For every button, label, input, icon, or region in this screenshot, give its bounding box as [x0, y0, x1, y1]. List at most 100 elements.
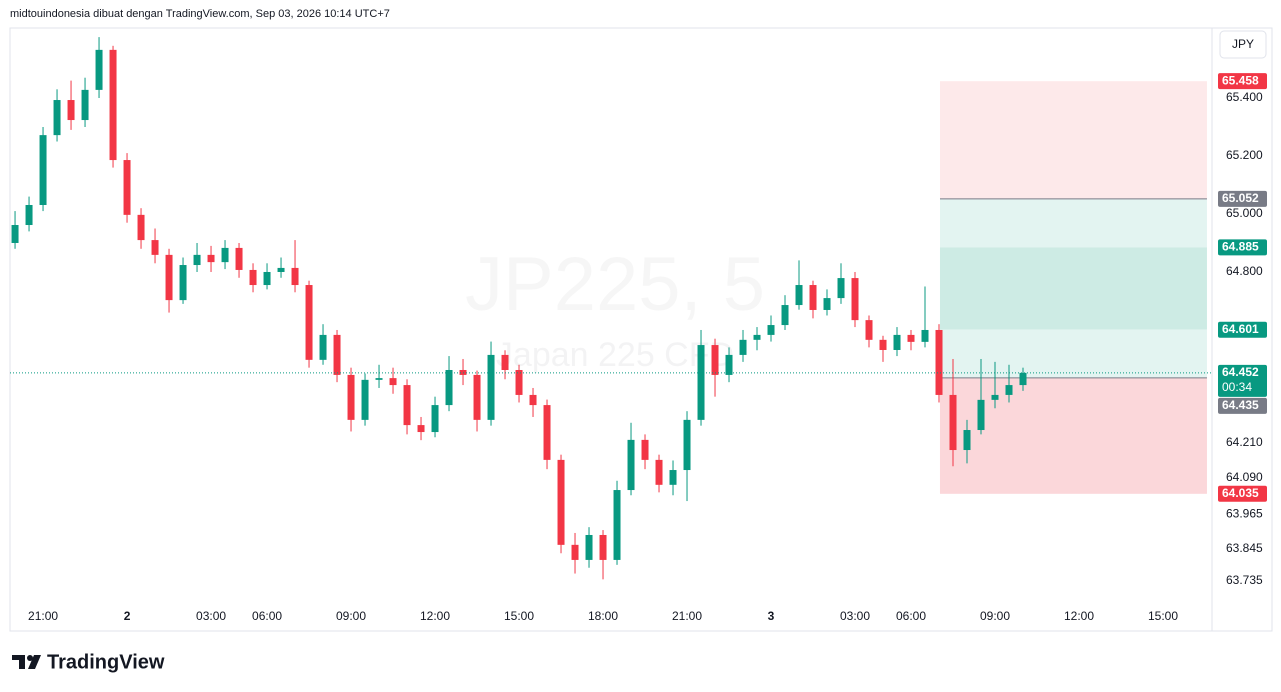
candle-body — [305, 285, 313, 360]
price-label-box — [1218, 485, 1267, 502]
candle-body — [501, 354, 509, 370]
y-tick-label: 65.400 — [1226, 90, 1263, 104]
logo-text[interactable]: TradingView — [47, 651, 165, 673]
candle-body — [487, 354, 495, 420]
x-tick-label: 21:00 — [28, 609, 58, 623]
x-tick-label: 03:00 — [840, 609, 870, 623]
candle-body — [879, 339, 887, 350]
price-label-box — [1218, 364, 1267, 397]
price-label: 64.035 — [1222, 486, 1259, 500]
candle-body — [571, 544, 579, 560]
x-tick-label: 06:00 — [896, 609, 926, 623]
candle-body — [319, 334, 327, 360]
candle-body — [851, 278, 859, 321]
candle-body — [739, 339, 747, 355]
x-tick-label: 15:00 — [1148, 609, 1178, 623]
candle-body — [221, 247, 229, 263]
candle-body — [207, 254, 215, 263]
x-tick-label: 09:00 — [980, 609, 1010, 623]
currency-button-label[interactable]: JPY — [1232, 37, 1254, 51]
candle-body — [1019, 372, 1027, 386]
candle-body — [347, 374, 355, 420]
candle-body — [627, 439, 635, 491]
price-label: 65.458 — [1222, 73, 1259, 87]
candle-body — [543, 405, 551, 460]
candle-body — [291, 267, 299, 286]
candle-body — [137, 214, 145, 241]
price-label: 64.885 — [1222, 240, 1259, 254]
currency-button[interactable]: JPY — [1219, 30, 1267, 59]
candle-body — [403, 385, 411, 426]
position-zone — [939, 81, 1207, 199]
candle-body — [431, 405, 439, 433]
candle-body — [1005, 385, 1013, 395]
candle-body — [963, 430, 971, 451]
currency-button-box[interactable] — [1219, 30, 1267, 59]
candle-body — [67, 100, 75, 121]
candle-body — [697, 345, 705, 420]
x-tick-label: 3 — [768, 609, 775, 623]
price-label: 65.052 — [1222, 191, 1259, 205]
logo-icon[interactable] — [12, 655, 41, 669]
x-tick-label: 12:00 — [1064, 609, 1094, 623]
candle-body — [53, 100, 61, 136]
candle-body — [837, 278, 845, 299]
candle-body — [865, 320, 873, 340]
candle-body — [123, 160, 131, 215]
position-zone — [939, 329, 1207, 378]
price-label-box — [1218, 73, 1267, 90]
candle-body — [921, 329, 929, 342]
candle-body — [809, 285, 817, 310]
price-label-box — [1218, 190, 1267, 207]
candle-body — [389, 378, 397, 386]
candle-body — [333, 334, 341, 375]
candle-body — [557, 459, 565, 545]
x-tick-label: 15:00 — [504, 609, 534, 623]
candle-body — [725, 354, 733, 375]
candle-body — [529, 394, 537, 406]
watermark-name: Japan 225 CFD — [496, 336, 734, 374]
x-tick-label: 06:00 — [252, 609, 282, 623]
candle-body — [753, 334, 761, 340]
candle-body — [361, 379, 369, 420]
x-tick-label: 2 — [124, 609, 131, 623]
position-zone — [939, 377, 1207, 494]
candle-body — [683, 419, 691, 471]
price-label: 64.452 — [1222, 365, 1259, 379]
position-zone — [939, 247, 1207, 330]
y-tick-label: 64.210 — [1226, 435, 1263, 449]
candle-body — [599, 534, 607, 560]
candle-body — [907, 334, 915, 342]
candle-body — [991, 394, 999, 400]
candle-body — [417, 425, 425, 433]
candle-body — [249, 269, 257, 286]
watermark-symbol: JP225, 5 — [465, 242, 765, 327]
candle-body — [669, 470, 677, 485]
position-zone — [939, 198, 1207, 248]
price-label-box — [1218, 239, 1267, 256]
y-tick-label: 63.735 — [1226, 573, 1263, 587]
candle-body — [277, 267, 285, 272]
candle-body — [39, 135, 47, 206]
x-tick-label: 09:00 — [336, 609, 366, 623]
candle-body — [473, 374, 481, 420]
candle-body — [235, 247, 243, 270]
candle-body — [613, 490, 621, 560]
chart-frame — [9, 27, 1273, 632]
candle-body — [193, 254, 201, 266]
candle-body — [151, 240, 159, 255]
candle-body — [949, 394, 957, 451]
candle-body — [655, 459, 663, 485]
candle-body — [977, 399, 985, 431]
logo-dot[interactable] — [27, 655, 33, 661]
logo[interactable]: TradingView — [12, 651, 165, 673]
candle-body — [95, 49, 103, 90]
candle-body — [375, 378, 383, 380]
candle-body — [445, 369, 453, 406]
price-label: 64.435 — [1222, 398, 1259, 412]
price-label-box — [1218, 321, 1267, 338]
watermark: JP225, 5 Japan 225 CFD — [465, 242, 765, 374]
candle-body — [81, 89, 89, 121]
price-label: 64.601 — [1222, 322, 1259, 336]
